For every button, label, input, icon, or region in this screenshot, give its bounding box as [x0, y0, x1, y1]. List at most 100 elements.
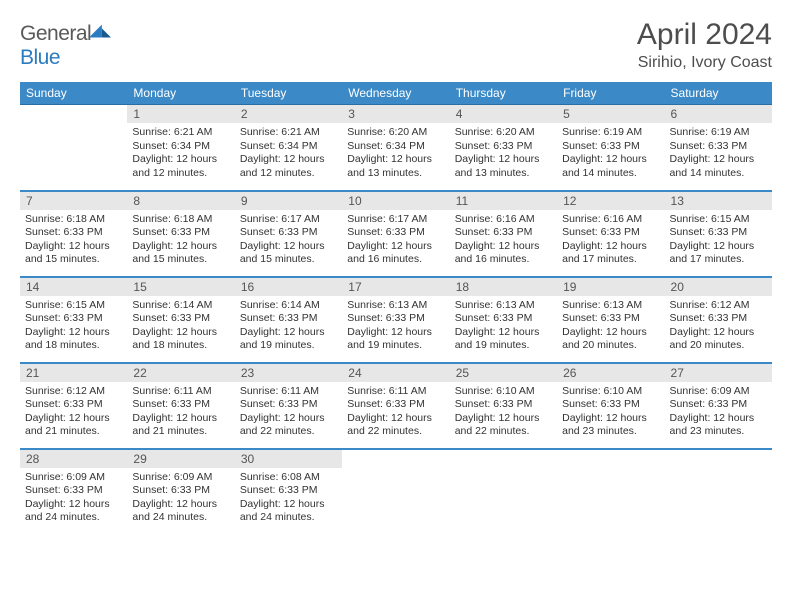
sunset-text: Sunset: 6:33 PM [132, 484, 229, 498]
day-cell: 17Sunrise: 6:13 AMSunset: 6:33 PMDayligh… [342, 277, 449, 363]
day-number: 30 [235, 450, 342, 468]
day-cell: 8Sunrise: 6:18 AMSunset: 6:33 PMDaylight… [127, 191, 234, 277]
daylight-text: Daylight: 12 hours and 21 minutes. [25, 412, 122, 439]
day-detail: Sunrise: 6:20 AMSunset: 6:33 PMDaylight:… [450, 123, 557, 186]
day-cell: 9Sunrise: 6:17 AMSunset: 6:33 PMDaylight… [235, 191, 342, 277]
daylight-text: Daylight: 12 hours and 17 minutes. [562, 240, 659, 267]
sunset-text: Sunset: 6:33 PM [455, 398, 552, 412]
logo-triangle-icon [89, 24, 111, 40]
day-number: 10 [342, 192, 449, 210]
logo-word2: Blue [20, 46, 60, 69]
day-cell: 11Sunrise: 6:16 AMSunset: 6:33 PMDayligh… [450, 191, 557, 277]
day-number [20, 105, 127, 109]
day-cell: 16Sunrise: 6:14 AMSunset: 6:33 PMDayligh… [235, 277, 342, 363]
sunrise-text: Sunrise: 6:15 AM [670, 213, 767, 227]
day-number: 14 [20, 278, 127, 296]
day-detail: Sunrise: 6:09 AMSunset: 6:33 PMDaylight:… [665, 382, 772, 445]
daylight-text: Daylight: 12 hours and 15 minutes. [240, 240, 337, 267]
day-detail: Sunrise: 6:09 AMSunset: 6:33 PMDaylight:… [127, 468, 234, 531]
day-detail: Sunrise: 6:14 AMSunset: 6:33 PMDaylight:… [235, 296, 342, 359]
day-number: 12 [557, 192, 664, 210]
sunrise-text: Sunrise: 6:15 AM [25, 299, 122, 313]
sunset-text: Sunset: 6:33 PM [562, 398, 659, 412]
day-detail: Sunrise: 6:18 AMSunset: 6:33 PMDaylight:… [20, 210, 127, 273]
day-number: 26 [557, 364, 664, 382]
daylight-text: Daylight: 12 hours and 20 minutes. [670, 326, 767, 353]
day-detail: Sunrise: 6:12 AMSunset: 6:33 PMDaylight:… [20, 382, 127, 445]
sunrise-text: Sunrise: 6:14 AM [240, 299, 337, 313]
daylight-text: Daylight: 12 hours and 20 minutes. [562, 326, 659, 353]
sunset-text: Sunset: 6:33 PM [562, 226, 659, 240]
day-detail: Sunrise: 6:09 AMSunset: 6:33 PMDaylight:… [20, 468, 127, 531]
day-cell: 23Sunrise: 6:11 AMSunset: 6:33 PMDayligh… [235, 363, 342, 449]
daylight-text: Daylight: 12 hours and 22 minutes. [455, 412, 552, 439]
day-cell: 13Sunrise: 6:15 AMSunset: 6:33 PMDayligh… [665, 191, 772, 277]
day-number: 9 [235, 192, 342, 210]
day-detail: Sunrise: 6:10 AMSunset: 6:33 PMDaylight:… [450, 382, 557, 445]
day-cell: 20Sunrise: 6:12 AMSunset: 6:33 PMDayligh… [665, 277, 772, 363]
sunrise-text: Sunrise: 6:16 AM [562, 213, 659, 227]
daylight-text: Daylight: 12 hours and 12 minutes. [132, 153, 229, 180]
day-header-saturday: Saturday [665, 82, 772, 105]
sunrise-text: Sunrise: 6:09 AM [670, 385, 767, 399]
daylight-text: Daylight: 12 hours and 23 minutes. [670, 412, 767, 439]
sunrise-text: Sunrise: 6:16 AM [455, 213, 552, 227]
daylight-text: Daylight: 12 hours and 16 minutes. [455, 240, 552, 267]
calendar-table: SundayMondayTuesdayWednesdayThursdayFrid… [20, 82, 772, 535]
week-row: 28Sunrise: 6:09 AMSunset: 6:33 PMDayligh… [20, 449, 772, 535]
day-number: 17 [342, 278, 449, 296]
day-header-monday: Monday [127, 82, 234, 105]
day-cell: 26Sunrise: 6:10 AMSunset: 6:33 PMDayligh… [557, 363, 664, 449]
sunset-text: Sunset: 6:33 PM [240, 484, 337, 498]
day-number: 8 [127, 192, 234, 210]
month-title: April 2024 [637, 18, 772, 52]
empty-cell [342, 449, 449, 535]
daylight-text: Daylight: 12 hours and 14 minutes. [562, 153, 659, 180]
day-number [450, 450, 557, 454]
day-cell: 4Sunrise: 6:20 AMSunset: 6:33 PMDaylight… [450, 105, 557, 191]
day-number: 7 [20, 192, 127, 210]
sunset-text: Sunset: 6:33 PM [347, 398, 444, 412]
day-detail: Sunrise: 6:19 AMSunset: 6:33 PMDaylight:… [557, 123, 664, 186]
sunrise-text: Sunrise: 6:13 AM [455, 299, 552, 313]
day-number: 25 [450, 364, 557, 382]
sunset-text: Sunset: 6:33 PM [132, 226, 229, 240]
week-row: 21Sunrise: 6:12 AMSunset: 6:33 PMDayligh… [20, 363, 772, 449]
empty-cell [557, 449, 664, 535]
day-detail: Sunrise: 6:20 AMSunset: 6:34 PMDaylight:… [342, 123, 449, 186]
logo-text: General Blue [20, 22, 111, 70]
sunrise-text: Sunrise: 6:10 AM [455, 385, 552, 399]
sunset-text: Sunset: 6:34 PM [132, 140, 229, 154]
daylight-text: Daylight: 12 hours and 14 minutes. [670, 153, 767, 180]
sunset-text: Sunset: 6:33 PM [240, 312, 337, 326]
day-header-friday: Friday [557, 82, 664, 105]
week-row: 14Sunrise: 6:15 AMSunset: 6:33 PMDayligh… [20, 277, 772, 363]
sunrise-text: Sunrise: 6:11 AM [132, 385, 229, 399]
sunrise-text: Sunrise: 6:13 AM [347, 299, 444, 313]
day-detail: Sunrise: 6:17 AMSunset: 6:33 PMDaylight:… [235, 210, 342, 273]
sunset-text: Sunset: 6:34 PM [347, 140, 444, 154]
day-detail: Sunrise: 6:18 AMSunset: 6:33 PMDaylight:… [127, 210, 234, 273]
empty-cell [20, 105, 127, 191]
sunrise-text: Sunrise: 6:19 AM [562, 126, 659, 140]
sunset-text: Sunset: 6:33 PM [132, 398, 229, 412]
day-number: 24 [342, 364, 449, 382]
day-number: 4 [450, 105, 557, 123]
daylight-text: Daylight: 12 hours and 13 minutes. [347, 153, 444, 180]
daylight-text: Daylight: 12 hours and 19 minutes. [240, 326, 337, 353]
day-detail: Sunrise: 6:13 AMSunset: 6:33 PMDaylight:… [450, 296, 557, 359]
sunset-text: Sunset: 6:33 PM [670, 226, 767, 240]
day-cell: 24Sunrise: 6:11 AMSunset: 6:33 PMDayligh… [342, 363, 449, 449]
day-cell: 3Sunrise: 6:20 AMSunset: 6:34 PMDaylight… [342, 105, 449, 191]
daylight-text: Daylight: 12 hours and 18 minutes. [25, 326, 122, 353]
daylight-text: Daylight: 12 hours and 13 minutes. [455, 153, 552, 180]
daylight-text: Daylight: 12 hours and 23 minutes. [562, 412, 659, 439]
day-cell: 21Sunrise: 6:12 AMSunset: 6:33 PMDayligh… [20, 363, 127, 449]
day-number: 18 [450, 278, 557, 296]
day-cell: 5Sunrise: 6:19 AMSunset: 6:33 PMDaylight… [557, 105, 664, 191]
day-detail: Sunrise: 6:15 AMSunset: 6:33 PMDaylight:… [665, 210, 772, 273]
daylight-text: Daylight: 12 hours and 12 minutes. [240, 153, 337, 180]
sunrise-text: Sunrise: 6:20 AM [455, 126, 552, 140]
day-number: 3 [342, 105, 449, 123]
day-header-sunday: Sunday [20, 82, 127, 105]
